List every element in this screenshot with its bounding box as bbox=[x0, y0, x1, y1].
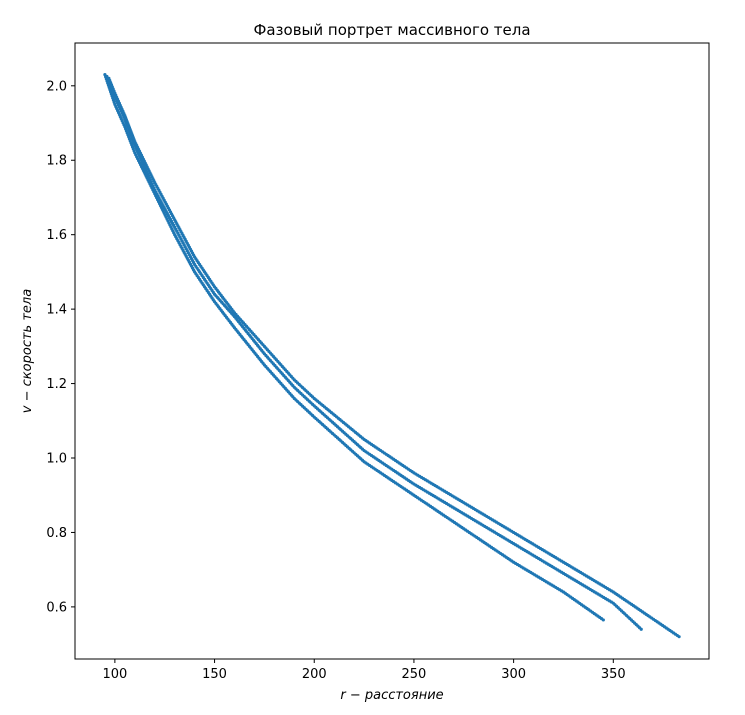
y-tick-label: 0.8 bbox=[46, 526, 67, 541]
x-tick-label: 350 bbox=[601, 667, 626, 682]
y-tick-label: 2.0 bbox=[46, 79, 67, 94]
x-axis: 100 150 200 250 300 350 bbox=[102, 659, 626, 682]
y-tick-label: 1.2 bbox=[46, 377, 67, 392]
x-tick-label: 300 bbox=[501, 667, 526, 682]
y-tick-label: 1.8 bbox=[46, 154, 67, 169]
x-axis-label: r − расстояние bbox=[340, 688, 443, 703]
scatter-points bbox=[103, 73, 681, 639]
x-tick-label: 100 bbox=[102, 667, 127, 682]
y-tick-label: 1.6 bbox=[46, 228, 67, 243]
y-axis: 0.6 0.8 1.0 1.2 1.4 1.6 1.8 2.0 bbox=[46, 79, 75, 615]
y-tick-label: 0.6 bbox=[46, 600, 67, 615]
x-tick-label: 250 bbox=[402, 667, 427, 682]
plot-area-frame bbox=[74, 42, 710, 660]
y-tick-label: 1.0 bbox=[46, 452, 67, 467]
scatter-point bbox=[601, 618, 605, 622]
y-axis-label: v − скорость тела bbox=[20, 289, 35, 413]
x-tick-label: 150 bbox=[202, 667, 227, 682]
scatter-point bbox=[677, 635, 681, 639]
x-tick-label: 200 bbox=[302, 667, 327, 682]
y-tick-label: 1.4 bbox=[46, 303, 67, 318]
scatter-point bbox=[639, 627, 643, 631]
chart-title: Фазовый портрет массивного тела bbox=[253, 21, 530, 39]
